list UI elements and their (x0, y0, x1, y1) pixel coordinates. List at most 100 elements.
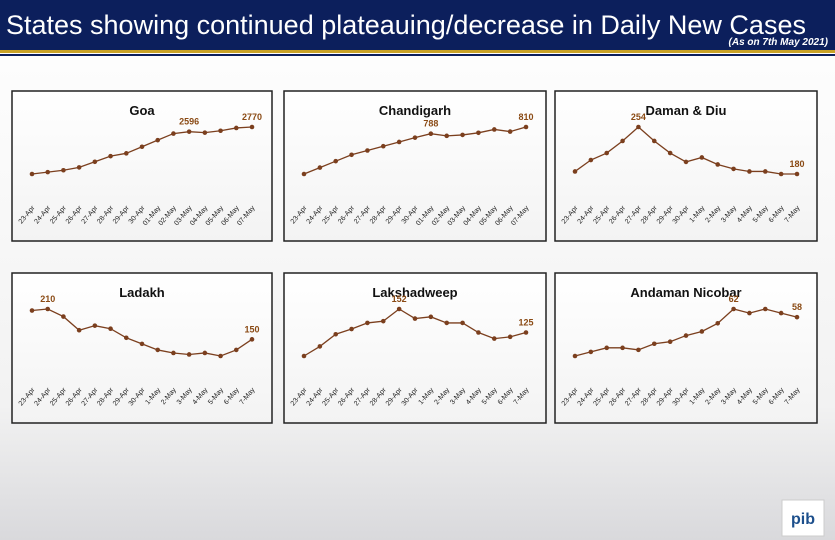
chart-frame (11, 90, 273, 242)
point (233, 125, 239, 131)
slide-subtitle: (As on 7th May 2021) (729, 37, 829, 48)
data-label: 58 (792, 302, 802, 312)
header-rule-2 (0, 54, 835, 56)
chart-title: Goa (129, 103, 155, 118)
point (139, 341, 145, 347)
point (29, 171, 35, 177)
point (301, 353, 307, 359)
point (794, 171, 800, 177)
point (171, 131, 176, 136)
point (365, 320, 370, 326)
chart-frame (283, 90, 547, 242)
point (45, 169, 51, 175)
point (61, 314, 66, 319)
point (683, 159, 689, 165)
point (123, 335, 129, 341)
header-rule (0, 50, 835, 53)
point (604, 150, 610, 156)
point (29, 308, 35, 313)
point (476, 130, 481, 136)
point (507, 334, 513, 340)
point (620, 138, 625, 144)
data-label: 152 (392, 294, 407, 304)
point (636, 124, 641, 130)
point (155, 137, 161, 143)
point (92, 159, 98, 165)
data-label: 180 (789, 159, 804, 169)
point (460, 320, 465, 326)
point (412, 316, 418, 321)
data-label: 62 (729, 294, 739, 304)
point (747, 169, 752, 174)
point (108, 153, 113, 159)
point (491, 336, 497, 341)
point (365, 148, 370, 153)
point (778, 310, 784, 316)
point (218, 128, 223, 134)
point (412, 135, 418, 140)
point (233, 347, 239, 353)
point (61, 167, 66, 173)
chart-frame (283, 272, 547, 424)
point (92, 323, 98, 328)
point (380, 143, 386, 149)
point (202, 350, 208, 356)
point (572, 353, 578, 359)
point (333, 331, 339, 337)
point (186, 352, 192, 357)
point (683, 333, 689, 338)
point (317, 344, 323, 349)
point (249, 337, 255, 342)
point (667, 150, 673, 156)
chart-title: Andaman Nicobar (630, 285, 741, 300)
point (186, 129, 192, 134)
chart-title: Lakshadweep (372, 285, 457, 300)
point (731, 166, 736, 172)
point (699, 329, 705, 334)
point (76, 165, 82, 170)
point (202, 130, 208, 135)
slide-title: States showing continued plateauing/decr… (6, 10, 806, 40)
point (651, 138, 657, 144)
chart-title: Ladakh (119, 285, 165, 300)
point (396, 139, 402, 145)
point (218, 353, 223, 359)
point (460, 132, 465, 138)
point (249, 124, 255, 130)
logo-text: pib (791, 511, 815, 528)
point (762, 169, 768, 174)
point (715, 162, 721, 167)
point (444, 133, 450, 139)
point (731, 306, 736, 312)
point (636, 347, 641, 353)
point (747, 310, 752, 316)
point (428, 314, 434, 320)
point (76, 327, 82, 333)
point (588, 157, 594, 163)
point (123, 151, 129, 156)
point (139, 144, 145, 150)
point (667, 339, 673, 344)
point (349, 326, 354, 332)
point (171, 350, 176, 356)
point (108, 326, 113, 332)
data-label: 254 (631, 112, 646, 122)
point (476, 330, 481, 335)
data-label: 2596 (179, 117, 199, 127)
data-label: 150 (244, 324, 259, 334)
point (155, 347, 161, 353)
point (507, 129, 513, 134)
chart-frame (11, 272, 273, 424)
point (523, 124, 529, 130)
point (380, 318, 386, 324)
data-label: 210 (40, 294, 55, 304)
point (523, 330, 529, 335)
point (794, 314, 800, 320)
data-label: 788 (423, 119, 438, 129)
point (491, 127, 497, 132)
point (699, 155, 705, 160)
chart-frame (554, 272, 818, 424)
point (317, 165, 323, 170)
